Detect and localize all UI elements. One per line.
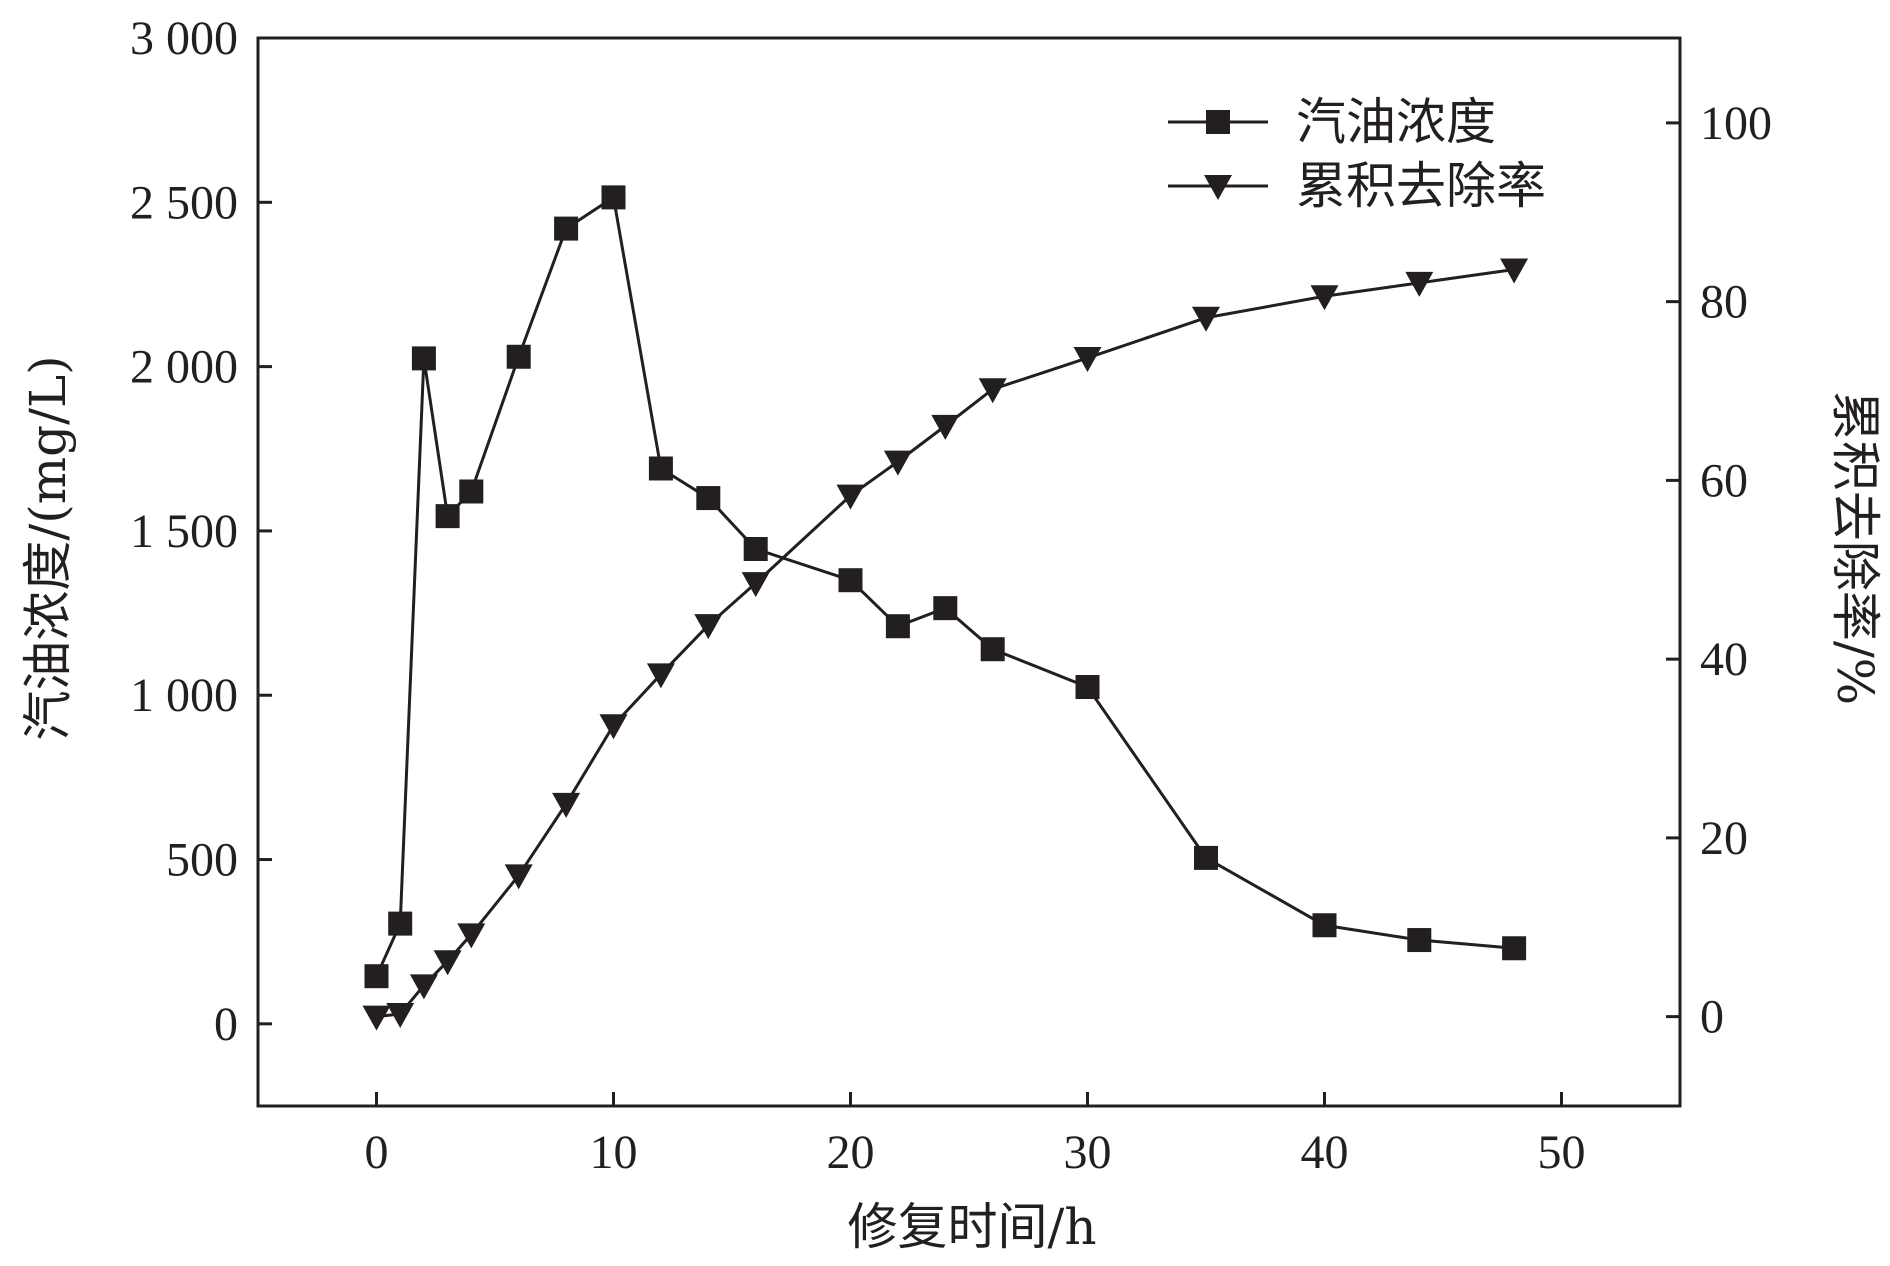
data-point-triangle [931,414,960,440]
y2-axis-title: 累积去除率/% [1826,391,1884,705]
legend-label-1: 汽油浓度 [1296,93,1496,151]
y-tick-label: 3 000 [130,12,238,65]
x-tick-label: 10 [590,1126,638,1179]
y-tick-label: 0 [214,998,238,1051]
data-point-square [411,346,436,371]
data-point-triangle [694,614,723,640]
y2-tick-label: 100 [1700,97,1772,150]
y2-tick-label: 0 [1700,991,1724,1044]
data-point-square [648,456,673,481]
data-point-square [1194,845,1218,870]
data-point-triangle [883,450,912,476]
data-point-square [601,185,626,210]
data-point-triangle [836,484,865,510]
plot-frame [256,36,1682,1108]
data-point-square [980,637,1005,662]
data-point-triangle [599,714,628,740]
data-point-square [1075,675,1100,700]
data-point-triangle [646,663,675,689]
x-tick-label: 50 [1538,1126,1586,1179]
y-axis-title: 汽油浓度/(mg/L) [19,355,77,740]
data-point-square [885,614,910,639]
data-point-square [933,596,958,621]
data-point-triangle [409,974,438,1000]
legend-label-2: 累积去除率 [1296,157,1546,215]
data-point-square [554,216,579,241]
data-point-triangle [433,950,462,976]
series-line-1 [375,194,1515,977]
x-tick-label: 30 [1064,1126,1112,1179]
x-tick-label: 40 [1301,1126,1349,1179]
y-tick-label: 500 [166,834,238,887]
data-point-square [838,568,863,593]
axes-group [256,36,1682,1108]
data-point-square [364,964,389,989]
data-point-triangle [1073,346,1102,372]
x-tick-label: 20 [827,1126,875,1179]
data-point-square [1407,928,1432,953]
data-point-triangle [1500,258,1529,284]
data-point-square [743,536,768,561]
y-tick-label: 1 500 [130,505,238,558]
x-tick-label: 0 [365,1126,389,1179]
data-point-triangle [1310,285,1339,311]
data-point-square [1312,913,1337,938]
y2-tick-label: 40 [1700,633,1748,686]
data-point-triangle [386,1002,415,1028]
data-point-square [1206,110,1230,134]
data-point-triangle [457,923,486,949]
data-point-square [506,344,531,369]
data-point-triangle [552,792,581,818]
series-line-2 [376,267,1515,1019]
data-point-triangle [1405,271,1434,297]
data-point-square [459,479,484,504]
y2-tick-label: 20 [1700,812,1748,865]
x-axis-title: 修复时间/h [847,1198,1096,1256]
data-point-triangle [741,572,770,598]
data-point-square [388,911,413,936]
y-tick-label: 1 000 [130,669,238,722]
data-point-square [696,486,721,511]
y-tick-label: 2 500 [130,176,238,229]
y-tick-label: 2 000 [130,341,238,394]
data-point-triangle [1204,175,1232,200]
data-point-triangle [978,378,1007,404]
data-point-triangle [362,1005,391,1031]
data-point-square [1502,936,1527,961]
data-point-triangle [504,864,533,890]
y2-tick-label: 60 [1700,454,1748,507]
y2-tick-label: 80 [1700,276,1748,329]
data-point-triangle [1192,306,1220,332]
series-group [362,185,1529,1031]
data-point-square [435,504,460,529]
